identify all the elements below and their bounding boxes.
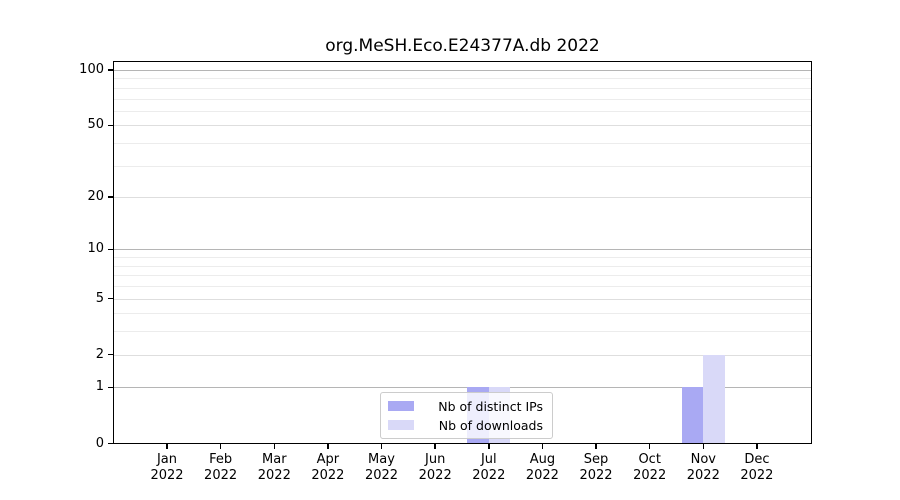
y-tick-label-50: 50: [87, 117, 104, 133]
gridline-y-1: [113, 387, 812, 389]
legend-entry-distinct-ips: Nb of distinct IPs: [388, 398, 543, 414]
x-tick-label-sep-2022: Sep 2022: [579, 451, 613, 483]
x-tick-label-feb-2022: Feb 2022: [204, 451, 238, 483]
gridline-y-30: [113, 165, 812, 167]
bar-distinct-ips-nov-2022: [681, 387, 704, 444]
x-tick-mark-may: [380, 443, 383, 449]
gridline-y-4: [113, 313, 812, 315]
gridline-y-3: [113, 331, 812, 333]
x-tick-mark-aug: [541, 443, 544, 449]
y-tick-mark-0: [108, 442, 113, 445]
y-tick-label-5: 5: [95, 290, 104, 306]
x-tick-mark-oct: [648, 443, 651, 449]
x-tick-label-mar-2022: Mar 2022: [257, 451, 291, 483]
gridline-y-8: [113, 265, 812, 267]
legend-swatch-downloads: [388, 420, 414, 430]
x-tick-label-may-2022: May 2022: [364, 451, 399, 483]
bar-downloads-nov-2022: [703, 354, 725, 444]
legend-swatch-distinct-ips: [388, 401, 414, 411]
y-tick-mark-5: [108, 297, 113, 300]
y-tick-label-1: 1: [95, 379, 104, 395]
x-tick-label-aug-2022: Aug 2022: [525, 451, 559, 483]
x-tick-label-jun-2022: Jun 2022: [418, 451, 452, 483]
gridline-y-80: [113, 87, 812, 89]
gridline-y-50: [113, 125, 812, 127]
x-tick-mark-dec: [756, 443, 758, 449]
x-tick-label-nov-2022: Nov 2022: [686, 451, 720, 483]
y-tick-label-20: 20: [87, 189, 104, 205]
y-tick-mark-50: [108, 124, 113, 126]
x-tick-mark-feb: [219, 443, 222, 449]
y-tick-label-2: 2: [95, 346, 104, 362]
x-tick-mark-jan: [166, 443, 168, 449]
x-tick-mark-nov: [702, 443, 705, 449]
x-tick-label-jan-2022: Jan 2022: [150, 451, 184, 483]
y-tick-mark-2: [108, 353, 113, 356]
gridline-y-100: [113, 70, 812, 71]
x-tick-label-apr-2022: Apr 2022: [311, 451, 345, 483]
gridline-y-10: [113, 249, 812, 251]
gridline-y-6: [113, 286, 812, 287]
x-tick-mark-apr: [327, 443, 329, 449]
gridline-y-70: [113, 98, 812, 100]
y-tick-mark-10: [108, 248, 113, 251]
x-tick-mark-mar: [273, 443, 275, 449]
y-tick-mark-1: [108, 386, 113, 389]
x-tick-mark-jul: [488, 443, 490, 449]
gridline-y-40: [113, 143, 812, 144]
legend-entry-downloads: Nb of downloads: [388, 417, 543, 433]
x-tick-label-oct-2022: Oct 2022: [633, 451, 667, 483]
gridline-y-20: [113, 197, 812, 199]
y-tick-label-10: 10: [87, 241, 104, 257]
gridline-y-5: [113, 298, 812, 300]
x-tick-mark-sep: [595, 443, 597, 449]
gridline-y-90: [113, 78, 812, 80]
gridline-y-9: [113, 257, 812, 259]
x-tick-mark-jun: [434, 443, 436, 449]
x-tick-label-jul-2022: Jul 2022: [472, 451, 506, 483]
y-tick-mark-20: [108, 196, 113, 198]
gridline-y-2: [113, 354, 812, 356]
plot-area: Nb of distinct IPs Nb of downloads: [113, 61, 812, 444]
y-tick-mark-100: [108, 69, 113, 71]
y-tick-label-100: 100: [79, 62, 104, 77]
legend: Nb of distinct IPs Nb of downloads: [380, 392, 553, 439]
gridline-y-7: [113, 275, 812, 277]
y-tick-label-0: 0: [95, 435, 104, 451]
chart-title: org.MeSH.Eco.E24377A.db 2022: [325, 36, 600, 56]
legend-label-downloads: Nb of downloads: [438, 417, 543, 433]
gridline-y-60: [113, 110, 812, 112]
x-tick-label-dec-2022: Dec 2022: [740, 451, 774, 483]
legend-label-distinct-ips: Nb of distinct IPs: [438, 398, 543, 414]
